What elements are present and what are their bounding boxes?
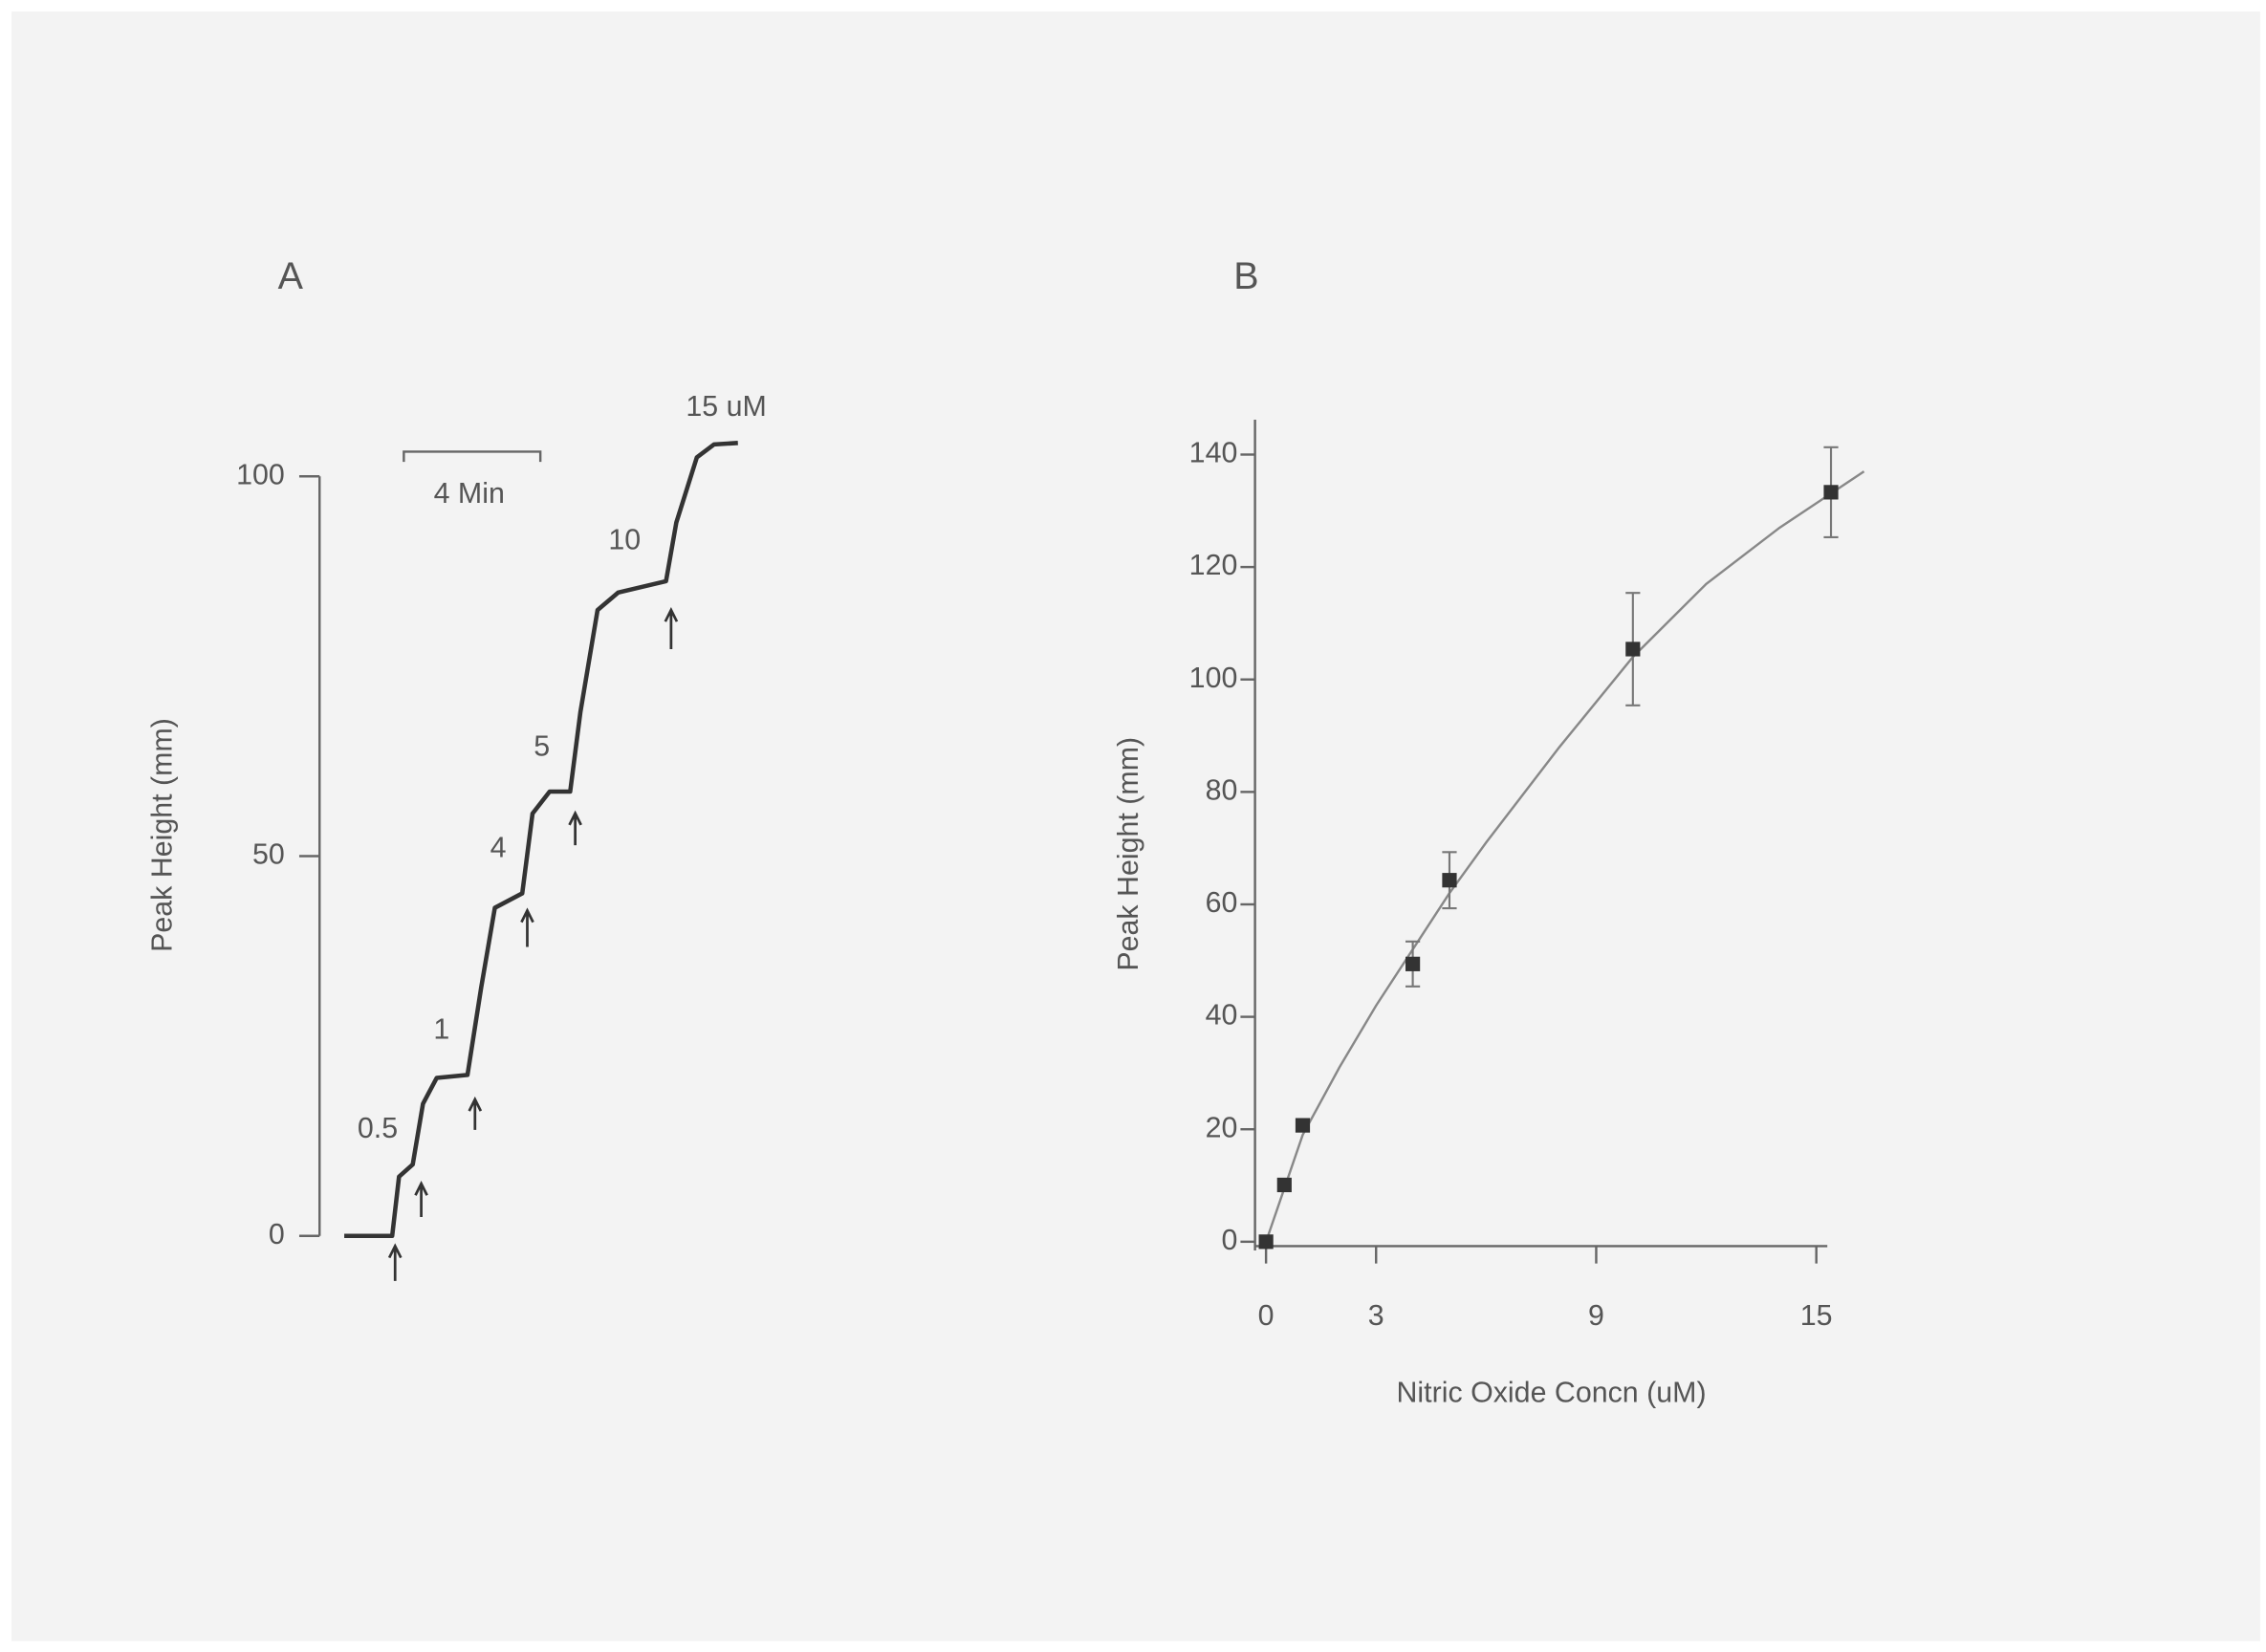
scale-bar xyxy=(403,450,542,463)
y-tick-label: 0 xyxy=(1221,1224,1237,1256)
annotation: 4 xyxy=(490,832,507,864)
y-tick-label: 60 xyxy=(1206,886,1238,919)
y-tick-label: 0 xyxy=(269,1218,285,1250)
x-tick-label: 15 xyxy=(1800,1299,1833,1332)
data-point xyxy=(1823,485,1839,500)
x-axis-label: Nitric Oxide Concn (uM) xyxy=(1396,1376,1706,1408)
panel-title: A xyxy=(278,255,304,297)
annotation: 0.5 xyxy=(358,1112,398,1144)
data-point xyxy=(1625,641,1641,657)
data-point xyxy=(1276,1177,1292,1193)
y-tick-label: 50 xyxy=(252,838,285,871)
annotation: 10 xyxy=(608,524,641,556)
y-tick-label: 120 xyxy=(1189,549,1238,581)
x-tick-label: 9 xyxy=(1588,1299,1604,1332)
trace xyxy=(344,441,738,1239)
scale-bar-label: 4 Min xyxy=(434,477,505,510)
annotation: 5 xyxy=(534,729,550,762)
y-axis-label: Peak Height (mm) xyxy=(1112,737,1144,971)
data-point xyxy=(1405,956,1421,971)
fit-curve xyxy=(1264,470,1865,1243)
panel-title: B xyxy=(1233,255,1258,297)
data-point xyxy=(1295,1118,1311,1133)
arrows xyxy=(387,606,679,1281)
y-tick-label: 20 xyxy=(1206,1111,1238,1143)
data-point xyxy=(1442,873,1457,888)
annotation: 15 uM xyxy=(686,390,766,423)
annotation: 1 xyxy=(433,1013,449,1046)
y-tick-label: 100 xyxy=(236,458,285,490)
x-tick-label: 0 xyxy=(1258,1299,1275,1332)
y-tick-label: 140 xyxy=(1189,437,1238,469)
y-tick-label: 100 xyxy=(1189,662,1238,694)
background xyxy=(11,11,2260,1641)
data-point xyxy=(1258,1234,1274,1250)
y-axis-label: Peak Height (mm) xyxy=(146,718,179,952)
x-tick-label: 3 xyxy=(1368,1299,1384,1332)
y-tick-label: 80 xyxy=(1206,773,1238,806)
y-tick-label: 40 xyxy=(1206,999,1238,1032)
